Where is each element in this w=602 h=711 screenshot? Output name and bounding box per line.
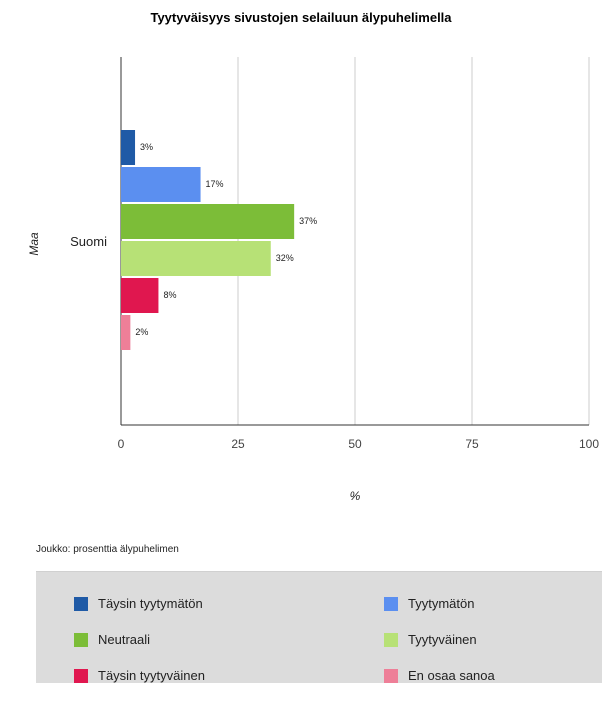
- legend-item-taysin-tyytyvainen: Täysin tyytyväinen: [74, 668, 205, 683]
- chart: Tyytyväisyys sivustojen selailuun älypuh…: [27, 10, 600, 503]
- bars: [121, 130, 295, 350]
- data-label: 32%: [276, 253, 294, 263]
- x-tick-label: 100: [579, 437, 599, 451]
- legend-item-taysin-tyytymaton: Täysin tyytymätön: [74, 596, 203, 611]
- legend-label: Täysin tyytyväinen: [98, 668, 205, 683]
- legend-swatch: [384, 668, 398, 683]
- legend-item-neutraali: Neutraali: [74, 632, 150, 647]
- x-axis-label: %: [350, 489, 361, 503]
- legend: Täysin tyytymätön Tyytymätön Neutraali T…: [36, 571, 602, 683]
- x-tick-label: 75: [465, 437, 479, 451]
- data-label: 8%: [163, 290, 176, 300]
- legend-swatch: [74, 596, 88, 611]
- data-label: 2%: [135, 327, 148, 337]
- legend-swatch: [74, 668, 88, 683]
- legend-label: Tyytyväinen: [408, 632, 477, 647]
- data-label: 3%: [140, 142, 153, 152]
- bar: [121, 167, 201, 202]
- bar: [121, 204, 295, 239]
- bar: [121, 241, 271, 276]
- x-ticks: 0 25 50 75 100: [118, 437, 600, 451]
- legend-label: Täysin tyytymätön: [98, 596, 203, 611]
- legend-item-tyytyvainen: Tyytyväinen: [384, 632, 477, 647]
- category-label: Suomi: [70, 234, 107, 249]
- y-axis-label: Maa: [27, 232, 41, 256]
- data-labels: 3% 17% 37% 32% 8% 2%: [135, 142, 317, 337]
- bar: [121, 130, 136, 165]
- x-tick-label: 0: [118, 437, 125, 451]
- bar: [121, 278, 159, 313]
- x-tick-label: 50: [348, 437, 362, 451]
- legend-label: En osaa sanoa: [408, 668, 495, 683]
- legend-swatch: [384, 596, 398, 611]
- data-label: 37%: [299, 216, 317, 226]
- data-label: 17%: [206, 179, 224, 189]
- legend-label: Tyytymätön: [408, 596, 475, 611]
- legend-label: Neutraali: [98, 632, 151, 647]
- legend-swatch: [74, 632, 88, 647]
- legend-item-tyytymaton: Tyytymätön: [384, 596, 474, 611]
- population-note: Joukko: prosenttia älypuhelimen: [36, 544, 179, 555]
- legend-item-en-osaa-sanoa: En osaa sanoa: [384, 668, 495, 683]
- x-tick-label: 25: [231, 437, 245, 451]
- bar: [121, 315, 131, 350]
- legend-swatch: [384, 632, 398, 647]
- chart-title: Tyytyväisyys sivustojen selailuun älypuh…: [150, 10, 452, 25]
